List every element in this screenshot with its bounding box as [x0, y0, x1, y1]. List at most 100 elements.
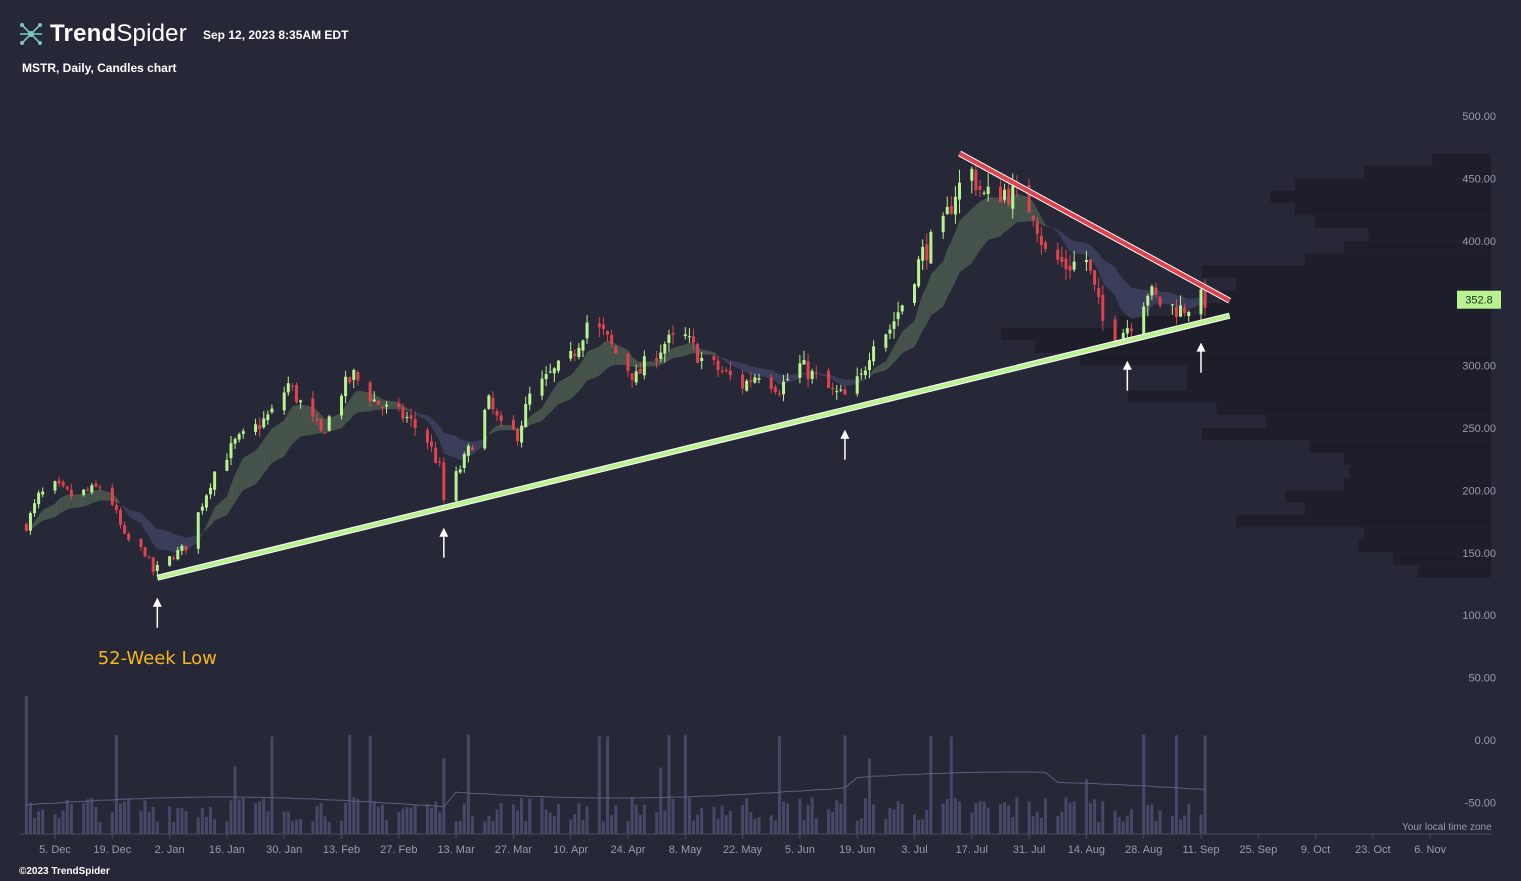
candle-body: [110, 487, 114, 505]
y-tick-label: 300.00: [1462, 361, 1496, 373]
ema-cloud-segment: [87, 491, 92, 506]
volume-bar: [458, 820, 462, 834]
candle: [888, 324, 892, 340]
ema-cloud-segment: [558, 375, 571, 405]
chart-timestamp: Sep 12, 2023 8:35AM EDT: [203, 28, 349, 42]
ema-cloud-segment: [1172, 292, 1177, 307]
ema-cloud-segment: [742, 362, 747, 373]
profile-bar: [1309, 440, 1491, 453]
candle-body: [831, 387, 835, 389]
candle-body: [1121, 332, 1125, 344]
volume-bar: [953, 798, 957, 834]
profile-bar: [1304, 253, 1491, 266]
candle: [569, 341, 573, 362]
volume-bar: [61, 810, 65, 834]
candle: [614, 345, 618, 354]
candle: [495, 408, 499, 422]
ema-cloud-segment: [42, 503, 55, 521]
ema-cloud-segment: [210, 507, 215, 526]
x-tick-label: 10. Apr: [553, 844, 588, 856]
candle: [458, 465, 462, 474]
ema-cloud-segment: [259, 439, 264, 480]
ema-cloud-segment: [840, 378, 845, 387]
volume-bar: [1101, 801, 1105, 834]
candle: [1146, 293, 1150, 317]
volume-bar: [544, 809, 548, 834]
ema-cloud-segment: [456, 436, 461, 461]
volume-bar: [340, 820, 343, 834]
candle: [462, 451, 466, 473]
volume-bar: [483, 821, 487, 834]
volume-bar: [168, 806, 172, 834]
candle: [544, 366, 548, 387]
candle-body: [978, 185, 982, 190]
candle-body: [28, 513, 32, 531]
candle: [180, 544, 184, 556]
volume-bar: [241, 797, 245, 834]
candle: [470, 444, 474, 451]
candle-body: [741, 374, 745, 389]
candle: [528, 386, 532, 411]
volume-bar: [806, 804, 810, 834]
candle: [290, 383, 294, 391]
profile-bar: [1285, 490, 1491, 503]
ema-cloud-segment: [202, 525, 207, 535]
candle: [986, 173, 990, 202]
ema-cloud-segment: [947, 241, 952, 298]
x-tick-label: 13. Feb: [323, 844, 360, 856]
candle: [430, 434, 434, 453]
candle: [1142, 302, 1146, 335]
candle: [720, 366, 724, 374]
candle-body: [884, 334, 888, 348]
profile-bar: [1304, 502, 1491, 515]
volume-bar: [233, 766, 237, 834]
x-tick-label: 22. May: [723, 844, 763, 856]
candle-body: [1142, 306, 1146, 334]
volume-bar: [1142, 734, 1146, 834]
x-tick-label: 5. Jun: [785, 844, 815, 856]
ema-cloud-segment: [1061, 232, 1066, 246]
volume-bar: [929, 735, 933, 834]
candle-body: [294, 385, 298, 402]
ema-cloud-segment: [443, 432, 457, 458]
candle-body: [495, 411, 499, 416]
candle: [1183, 303, 1187, 317]
candle-body: [442, 462, 446, 500]
volume-bar: [495, 809, 499, 834]
candle-body: [229, 443, 233, 459]
ema-cloud-segment: [153, 525, 158, 550]
candle-body: [900, 305, 904, 312]
ema-cloud-segment: [1119, 273, 1124, 312]
volume-bar: [556, 804, 560, 834]
candle: [237, 432, 241, 443]
candle-body: [610, 335, 614, 344]
price-axis: 500.00450.00400.00350.00300.00250.00200.…: [1462, 111, 1496, 809]
volume-bar: [1125, 815, 1129, 834]
ema-cloud-segment: [615, 344, 628, 366]
candle-body: [282, 392, 286, 411]
ema-cloud-segment: [689, 342, 694, 355]
ema-cloud-segment: [357, 390, 371, 413]
volume-bar: [1084, 779, 1088, 834]
candle: [577, 342, 581, 360]
candle: [1158, 296, 1162, 308]
ema-cloud-segment: [239, 457, 244, 497]
candle-body: [409, 415, 413, 419]
candle-body: [573, 353, 577, 356]
candle-body: [1007, 188, 1011, 205]
profile-bar: [1201, 303, 1491, 316]
candle-body: [638, 369, 642, 374]
ema-cloud-segment: [787, 374, 800, 383]
candle: [683, 327, 687, 340]
x-tick-label: 28. Aug: [1125, 844, 1162, 856]
candle: [286, 376, 290, 396]
ema-cloud-segment: [349, 393, 354, 420]
candle-body: [839, 389, 843, 391]
ema-cloud-segment: [869, 368, 874, 377]
candle-body: [65, 486, 69, 490]
volume-bar: [1015, 797, 1019, 834]
candle: [687, 327, 691, 343]
up-arrow-icon: [1122, 360, 1132, 391]
candle: [1056, 242, 1060, 265]
